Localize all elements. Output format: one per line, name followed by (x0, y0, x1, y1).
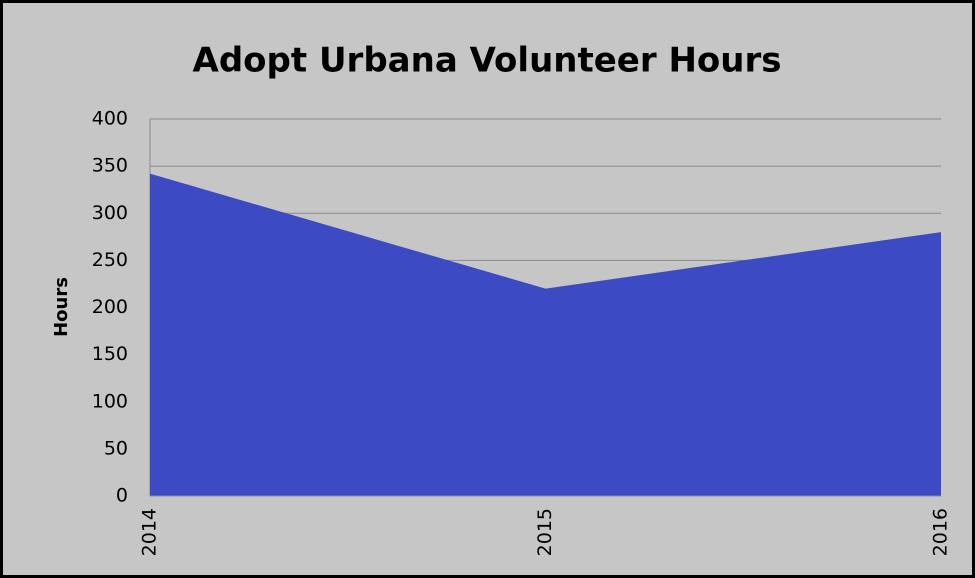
y-tick-label: 350 (92, 155, 128, 177)
y-tick-label: 400 (92, 108, 128, 130)
y-tick-label: 200 (92, 296, 128, 318)
area (150, 173, 941, 497)
y-tick-label: 300 (92, 202, 128, 224)
y-tick-label: 100 (92, 390, 128, 412)
y-tick-label: 150 (92, 343, 128, 365)
y-axis-label: Hours (51, 277, 72, 337)
chart-title: Adopt Urbana Volunteer Hours (193, 41, 782, 81)
x-tick-label: 2014 (139, 508, 161, 556)
x-tick-label: 2016 (930, 508, 952, 556)
y-tick-label: 0 (116, 485, 128, 507)
y-tick-label: 250 (92, 249, 128, 271)
y-tick-label: 50 (104, 437, 128, 459)
x-tick-label: 2015 (534, 508, 556, 556)
